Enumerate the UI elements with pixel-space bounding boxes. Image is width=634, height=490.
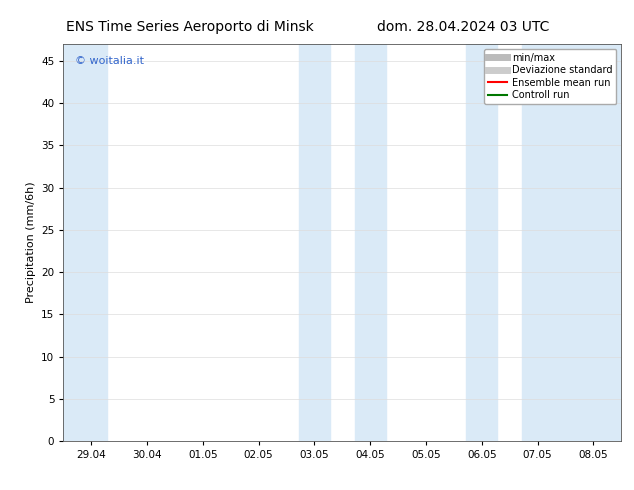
Legend: min/max, Deviazione standard, Ensemble mean run, Controll run: min/max, Deviazione standard, Ensemble m…	[484, 49, 616, 104]
Text: ENS Time Series Aeroporto di Minsk: ENS Time Series Aeroporto di Minsk	[67, 20, 314, 34]
Text: dom. 28.04.2024 03 UTC: dom. 28.04.2024 03 UTC	[377, 20, 549, 34]
Bar	[63, 44, 107, 441]
Bar	[522, 44, 621, 441]
Bar	[299, 44, 330, 441]
Bar	[354, 44, 386, 441]
Y-axis label: Precipitation (mm/6h): Precipitation (mm/6h)	[25, 182, 36, 303]
Text: © woitalia.it: © woitalia.it	[75, 56, 143, 66]
Bar	[466, 44, 498, 441]
